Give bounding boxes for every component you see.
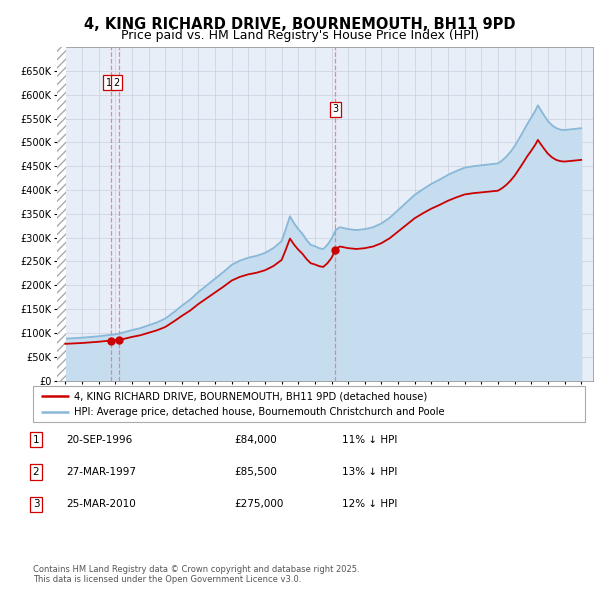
Text: 12% ↓ HPI: 12% ↓ HPI xyxy=(342,500,397,509)
Text: 2: 2 xyxy=(113,78,119,88)
Text: £84,000: £84,000 xyxy=(234,435,277,444)
Text: 25-MAR-2010: 25-MAR-2010 xyxy=(66,500,136,509)
Bar xyxy=(57,47,66,381)
Text: £275,000: £275,000 xyxy=(234,500,283,509)
Text: 1: 1 xyxy=(106,78,112,88)
Text: Contains HM Land Registry data © Crown copyright and database right 2025.
This d: Contains HM Land Registry data © Crown c… xyxy=(33,565,359,584)
Text: 11% ↓ HPI: 11% ↓ HPI xyxy=(342,435,397,444)
Text: 1: 1 xyxy=(32,435,40,444)
Text: HPI: Average price, detached house, Bournemouth Christchurch and Poole: HPI: Average price, detached house, Bour… xyxy=(74,407,445,417)
Text: 4, KING RICHARD DRIVE, BOURNEMOUTH, BH11 9PD (detached house): 4, KING RICHARD DRIVE, BOURNEMOUTH, BH11… xyxy=(74,391,428,401)
Text: 27-MAR-1997: 27-MAR-1997 xyxy=(66,467,136,477)
Text: 13% ↓ HPI: 13% ↓ HPI xyxy=(342,467,397,477)
Text: 3: 3 xyxy=(332,104,338,114)
Text: Price paid vs. HM Land Registry's House Price Index (HPI): Price paid vs. HM Land Registry's House … xyxy=(121,29,479,42)
FancyBboxPatch shape xyxy=(33,386,585,422)
Text: £85,500: £85,500 xyxy=(234,467,277,477)
Text: 2: 2 xyxy=(32,467,40,477)
Text: 4, KING RICHARD DRIVE, BOURNEMOUTH, BH11 9PD: 4, KING RICHARD DRIVE, BOURNEMOUTH, BH11… xyxy=(84,17,516,32)
Text: 20-SEP-1996: 20-SEP-1996 xyxy=(66,435,132,444)
Text: 3: 3 xyxy=(32,500,40,509)
